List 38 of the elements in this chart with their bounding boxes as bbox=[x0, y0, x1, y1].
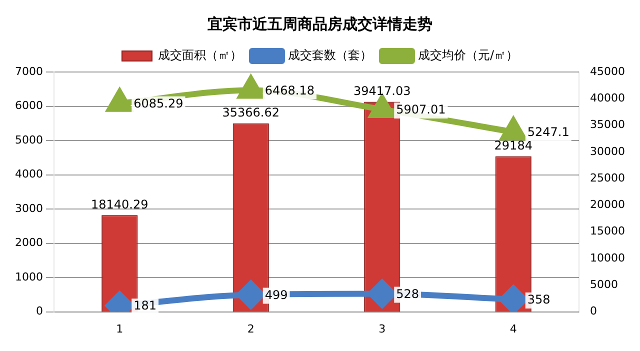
y2-tick-label: 25000 bbox=[590, 171, 626, 184]
data-label: 29184 bbox=[494, 138, 532, 152]
y2-tick-label: 0 bbox=[590, 304, 598, 318]
data-label: 499 bbox=[264, 288, 288, 302]
y2-tick-label: 40000 bbox=[590, 92, 626, 105]
y-tick-label: 4000 bbox=[14, 168, 43, 181]
data-label: 6468.18 bbox=[264, 83, 314, 98]
data-label: 358 bbox=[527, 292, 550, 307]
y2-tick-label: 45000 bbox=[590, 64, 626, 78]
x-tick-label: 1 bbox=[116, 322, 124, 336]
legend-label: 成交面积（㎡） bbox=[158, 48, 242, 62]
legend-label: 成交均价（元/㎡） bbox=[418, 48, 518, 62]
y-tick-label: 0 bbox=[36, 304, 43, 318]
y2-tick-label: 20000 bbox=[590, 198, 626, 212]
y-tick-label: 5000 bbox=[14, 133, 43, 146]
y2-tick-label: 30000 bbox=[590, 144, 626, 158]
y-tick-label: 2000 bbox=[14, 236, 43, 250]
x-tick-label: 3 bbox=[378, 322, 386, 336]
x-tick-label: 2 bbox=[247, 322, 254, 336]
y2-tick-label: 35000 bbox=[590, 118, 626, 132]
data-label: 5907.01 bbox=[396, 102, 446, 117]
x-tick-label: 4 bbox=[510, 322, 517, 336]
data-label: 18140.29 bbox=[90, 197, 148, 212]
y2-tick-label: 15000 bbox=[590, 224, 626, 238]
y-tick-label: 6000 bbox=[14, 99, 43, 112]
y-tick-label: 7000 bbox=[14, 64, 43, 78]
data-label: 39417.03 bbox=[353, 84, 411, 98]
y2-tick-label: 10000 bbox=[590, 251, 626, 264]
data-label: 181 bbox=[134, 298, 157, 313]
y2-tick-label: 5000 bbox=[590, 278, 618, 292]
data-label: 6085.29 bbox=[134, 96, 184, 110]
y-tick-label: 1000 bbox=[14, 270, 43, 284]
data-label: 35366.62 bbox=[222, 105, 280, 120]
chart-title: 宜宾市近五周商品房成交详情走势 bbox=[208, 14, 432, 33]
data-label: 528 bbox=[396, 286, 420, 301]
y-tick-label: 3000 bbox=[14, 202, 43, 215]
data-label: 5247.1 bbox=[527, 125, 570, 140]
legend-label: 成交套数（套） bbox=[288, 48, 372, 62]
